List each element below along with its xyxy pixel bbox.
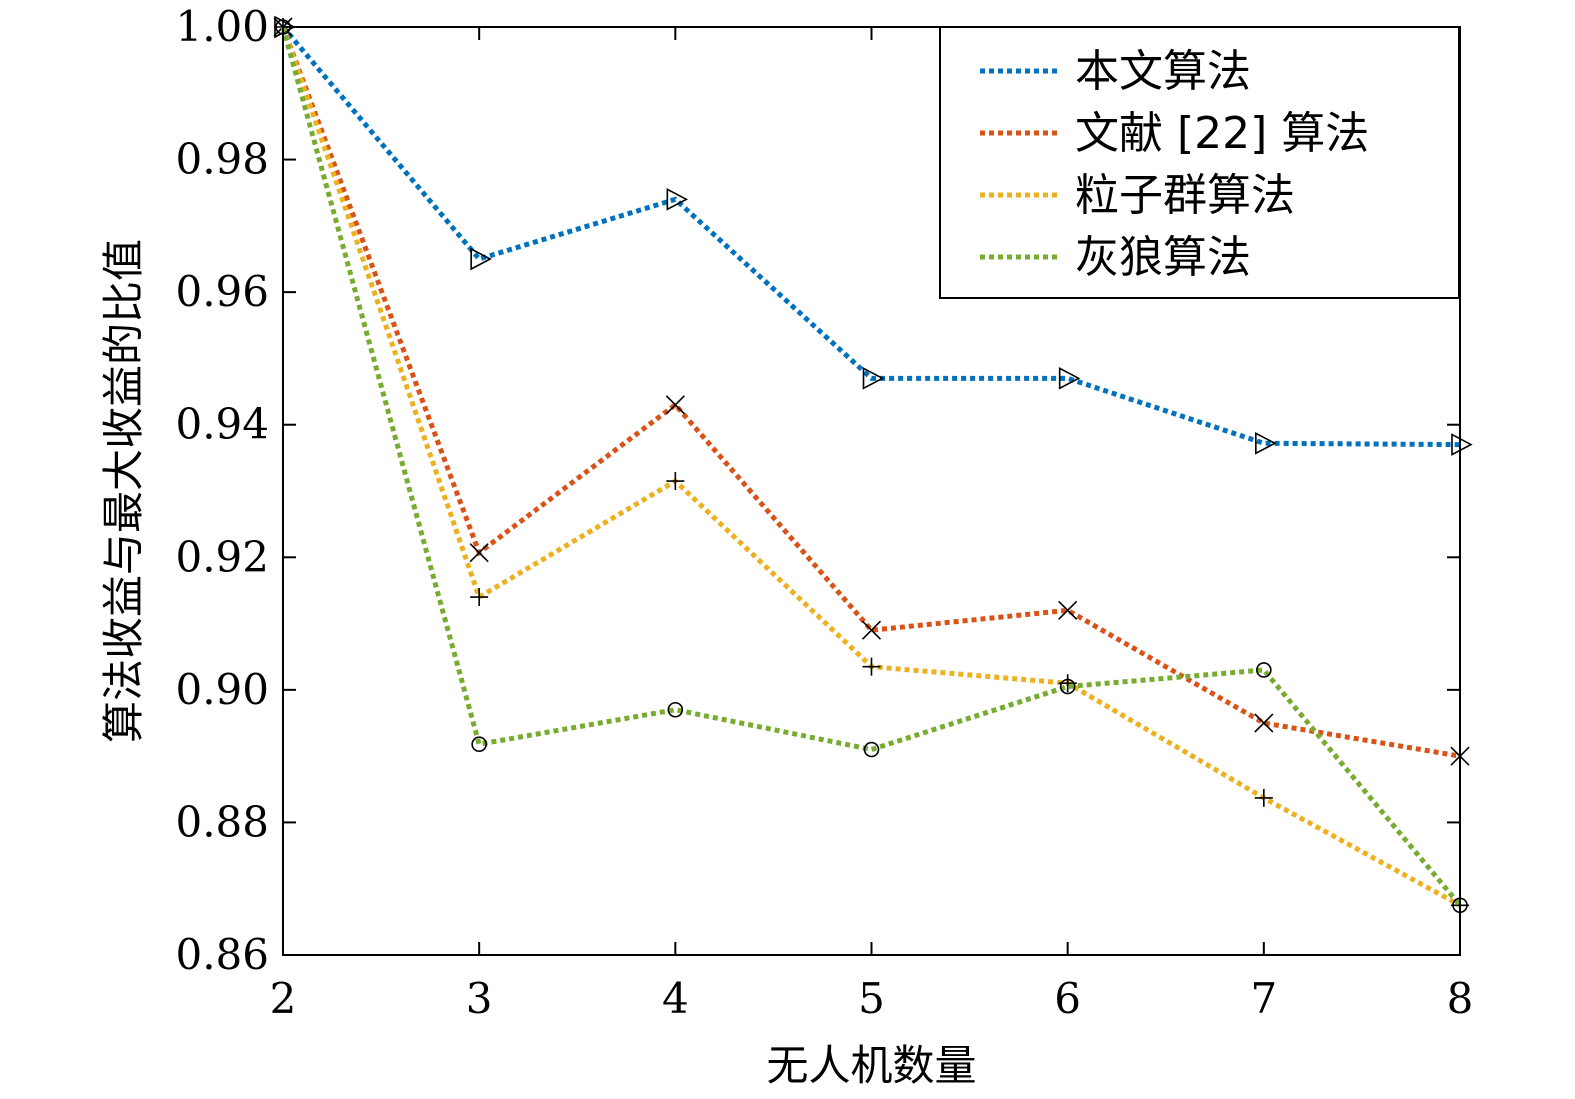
data-point xyxy=(666,472,685,491)
y-tick-label: 0.98 xyxy=(175,135,269,184)
data-point xyxy=(862,366,885,390)
legend-item: 粒子群算法 xyxy=(980,170,1295,221)
y-tick-label: 0.86 xyxy=(175,930,269,979)
data-point xyxy=(1059,678,1076,695)
data-point xyxy=(469,543,489,563)
data-point xyxy=(1254,713,1274,733)
data-point xyxy=(470,247,492,271)
y-axis-label: 算法收益与最大收益的比值 xyxy=(99,239,148,743)
y-tick-label: 0.92 xyxy=(175,532,269,581)
ticks: 2 3 4 5 6 7 8 0.86 0.88 0.90 0.92 0.94 0.96 0.98 1.00 xyxy=(175,2,1473,1023)
data-point xyxy=(470,588,489,607)
data-point xyxy=(665,395,685,415)
data-point xyxy=(1058,600,1078,620)
x-tick-label: 8 xyxy=(1447,974,1474,1023)
data-point xyxy=(666,188,689,211)
x-tick-label: 3 xyxy=(466,974,493,1023)
data-point xyxy=(667,701,684,718)
legend-item: 本文算法 xyxy=(980,46,1251,97)
x-tick-label: 5 xyxy=(858,974,885,1023)
x-tick-label: 4 xyxy=(662,974,689,1023)
data-point xyxy=(861,620,882,640)
x-tick-label: 6 xyxy=(1054,974,1081,1023)
data-point xyxy=(1254,788,1273,807)
x-tick-label: 7 xyxy=(1250,974,1277,1023)
legend-label: 灰狼算法 xyxy=(1075,232,1251,283)
legend-item: 文献 [22] 算法 xyxy=(980,108,1369,159)
y-tick-label: 0.90 xyxy=(175,665,269,714)
data-point xyxy=(1255,431,1277,455)
x-tick-label: 2 xyxy=(270,974,297,1023)
axes-box xyxy=(282,26,1461,956)
series-line xyxy=(281,25,1461,448)
data-point xyxy=(862,657,881,676)
legend-item: 灰狼算法 xyxy=(980,232,1251,283)
y-tick-label: 0.88 xyxy=(175,797,269,846)
legend-label: 粒子群算法 xyxy=(1075,170,1295,221)
series-2 xyxy=(274,18,1469,915)
y-tick-label: 0.96 xyxy=(175,267,269,316)
legend-label: 本文算法 xyxy=(1075,46,1251,97)
legend-label: 文献 [22] 算法 xyxy=(1075,108,1369,159)
y-tick-label: 1.00 xyxy=(175,2,269,51)
y-tick-label: 0.94 xyxy=(175,400,269,449)
data-point xyxy=(471,736,487,753)
series-0 xyxy=(274,15,1473,456)
data-point xyxy=(863,741,880,758)
data-point xyxy=(1256,662,1272,678)
data-point xyxy=(1451,433,1473,456)
x-axis-label: 无人机数量 xyxy=(766,1041,976,1090)
data-point xyxy=(1058,366,1081,390)
